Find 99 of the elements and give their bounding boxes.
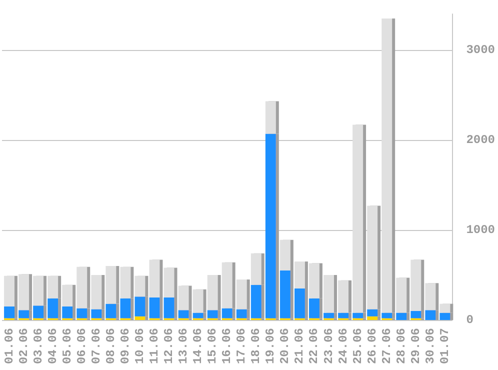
bar [294,288,305,318]
x-tick-label: 20.06 [278,328,292,364]
bar [352,312,364,318]
x-tick-label: 26.06 [365,328,380,364]
bar [324,275,334,313]
bar [178,286,189,310]
bar [192,289,204,313]
x-tick-label: 19.06 [264,328,278,364]
bar [396,278,407,313]
x-tick-label: 10.06 [132,328,147,364]
x-tick-label: 29.06 [408,328,423,364]
x-tick-label: 27.06 [380,328,394,364]
bar [440,304,450,313]
bar [280,270,290,318]
bar [207,310,218,318]
bar [18,310,30,318]
bar [4,276,14,306]
bar [309,298,320,318]
x-tick-label: 06.06 [74,328,89,364]
bar [106,304,116,318]
x-tick-label: 17.06 [234,328,249,364]
bar [106,266,116,304]
bar [222,262,232,308]
bar [4,306,14,318]
x-tick-label: 25.06 [350,328,365,364]
x-tick-label: 02.06 [16,328,31,364]
bar [367,309,378,316]
bar [309,263,320,298]
bar [352,124,364,313]
x-tick-label: 04.06 [46,328,60,364]
bar [91,275,102,310]
bar [164,298,174,318]
bar [178,310,189,318]
bar [48,298,58,318]
x-tick-label: 08.06 [104,328,118,364]
x-tick-label: 05.06 [60,328,74,364]
bar [149,260,160,298]
bar [236,280,247,310]
bar [425,283,436,310]
x-tick-label: 30.06 [423,328,438,364]
x-tick-label: 14.06 [191,328,206,364]
bar [250,253,262,285]
bar [410,260,422,311]
x-tick-label: 09.06 [118,328,132,364]
bar [324,312,334,318]
x-tick-label: 01.07 [438,328,452,364]
x-tick-label: 01.06 [2,328,16,364]
bar [149,298,160,318]
bar [367,316,378,320]
x-tick-label: 12.06 [162,328,176,364]
x-tick-label: 28.06 [394,328,408,364]
bar [76,308,88,318]
bar [164,268,174,298]
x-tick-label: 16.06 [220,328,234,364]
bar [134,276,146,297]
bar [120,266,131,298]
y-tick-label: 0 [466,313,474,327]
bar [440,312,450,320]
bar [236,309,247,318]
x-tick-label: 24.06 [336,328,350,364]
bar [33,276,44,306]
x-tick-label: 21.06 [292,328,307,364]
bar [382,312,392,318]
x-tick-label: 22.06 [307,328,322,364]
y-tick-label: 2000 [466,133,496,147]
bar [382,18,392,313]
x-tick-label: 13.06 [176,328,191,364]
x-tick-label: 18.06 [249,328,264,364]
x-tick-label: 07.06 [89,328,104,364]
bar [120,298,131,318]
bar [18,274,30,310]
x-tick-label: 11.06 [147,328,162,364]
x-tick-label: 23.06 [322,328,336,364]
bar [250,284,262,318]
bar [280,240,290,270]
bar [62,306,73,318]
y-tick-label: 1000 [466,223,496,237]
bar [91,309,102,318]
y-tick-label: 3000 [466,43,496,57]
bar [207,275,218,310]
bar [410,311,422,318]
bar [265,134,276,318]
bar [222,308,232,318]
x-tick-label: 15.06 [206,328,220,364]
bar [192,312,204,318]
bar [134,296,146,316]
bar [33,306,44,318]
bar [48,276,58,298]
bar [76,266,88,308]
bar [425,310,436,320]
bar [294,262,305,288]
bar [62,284,73,306]
bar [338,280,349,313]
bar [338,312,349,318]
x-tick-label: 03.06 [31,328,46,364]
bar [367,206,378,310]
bar [265,101,276,134]
bar [396,312,407,320]
bar [134,316,146,320]
